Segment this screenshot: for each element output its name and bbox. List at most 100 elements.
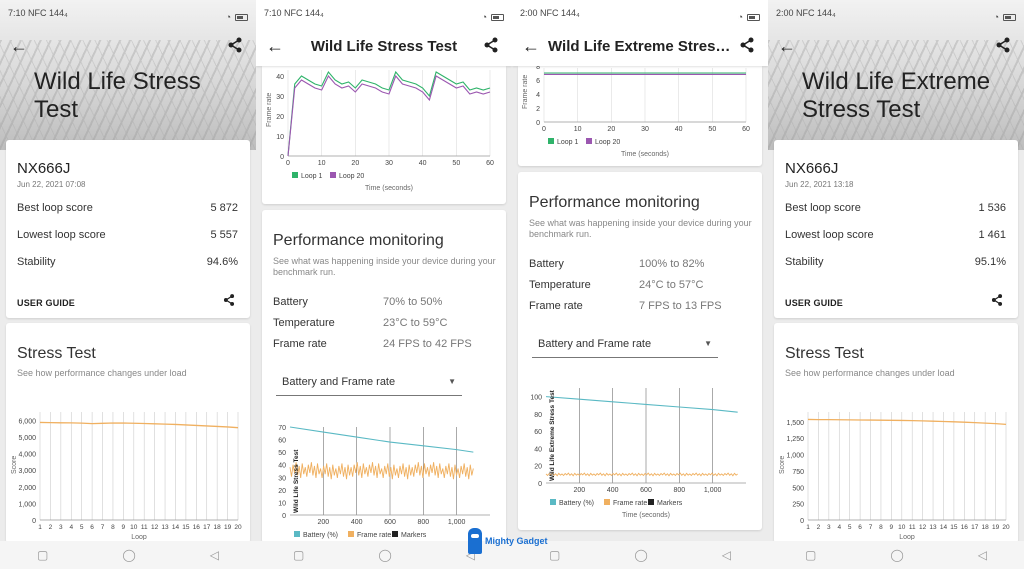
y-tick-label: 10 — [276, 134, 284, 141]
battery-icon — [235, 13, 248, 21]
y-tick-label: 0 — [800, 518, 804, 525]
chart-type-dropdown[interactable]: Battery and Frame rate ▼ — [532, 336, 718, 358]
legend-label-loop-20: Loop 20 — [595, 139, 620, 146]
x-tick-label: 1 — [38, 524, 42, 531]
recents-icon[interactable]: ▢ — [804, 548, 817, 562]
nav-bar: ▢ ◯ ◁ — [768, 541, 1024, 569]
x-tick-label: 400 — [607, 487, 619, 494]
user-guide-link[interactable]: USER GUIDE — [785, 297, 844, 308]
x-tick-label: 1,000 — [448, 519, 466, 526]
back-nav-icon[interactable]: ◁ — [721, 548, 731, 562]
home-icon[interactable]: ◯ — [634, 548, 648, 562]
legend-swatch — [550, 499, 556, 505]
x-tick-label: 200 — [573, 487, 585, 494]
performance-card: Performance monitoring See what was happ… — [518, 172, 762, 530]
x-tick-label: 16 — [961, 524, 969, 531]
x-axis-label: Time (seconds) — [365, 185, 413, 192]
y-tick-label: 4,000 — [18, 452, 36, 459]
stress-test-subtitle: See how performance changes under load — [17, 368, 187, 378]
top-app-bar: ← — [0, 26, 256, 66]
stability-row: Stability 95.1% — [785, 256, 1006, 268]
x-tick-label: 600 — [640, 487, 652, 494]
legend-label-loop-1: Loop 1 — [301, 173, 323, 180]
legend-swatch — [348, 531, 354, 537]
back-nav-icon[interactable]: ◁ — [465, 548, 475, 562]
share-icon[interactable] — [226, 36, 246, 56]
back-arrow-icon[interactable]: ← — [778, 36, 796, 56]
x-tick-label: 15 — [950, 524, 958, 531]
score-series-line — [807, 418, 1007, 426]
y-axis-label: Score — [779, 456, 786, 474]
share-icon[interactable] — [222, 293, 236, 312]
hero-background — [768, 0, 1024, 150]
recents-icon[interactable]: ▢ — [292, 548, 305, 562]
back-nav-icon[interactable]: ◁ — [977, 548, 987, 562]
x-tick-label: 14 — [172, 524, 180, 531]
x-tick-label: 13 — [929, 524, 937, 531]
x-tick-label: 2 — [817, 524, 821, 531]
y-tick-label: 60 — [534, 429, 542, 436]
battery-series-line — [545, 396, 738, 413]
status-time: 2:00 NFC 144₄ — [520, 8, 580, 18]
chart-type-dropdown[interactable]: Battery and Frame rate ▼ — [276, 374, 462, 396]
y-tick-label: 0 — [32, 518, 36, 525]
legend-swatch-loop-1 — [548, 138, 554, 144]
user-guide-link[interactable]: USER GUIDE — [17, 297, 76, 308]
y-tick-label: 10 — [278, 500, 286, 507]
home-icon[interactable]: ◯ — [378, 548, 392, 562]
nav-bar: ▢ ◯ ◁ — [512, 541, 768, 569]
x-tick-label: 0 — [286, 160, 290, 167]
home-icon[interactable]: ◯ — [122, 548, 136, 562]
status-time: 7:10 NFC 144₄ — [8, 8, 68, 18]
recents-icon[interactable]: ▢ — [548, 548, 561, 562]
x-tick-label: 20 — [607, 126, 615, 133]
share-icon[interactable] — [482, 36, 502, 56]
y-tick-label: 40 — [276, 74, 284, 81]
x-tick-label: 7 — [869, 524, 873, 531]
x-tick-label: 40 — [675, 126, 683, 133]
back-nav-icon[interactable]: ◁ — [209, 548, 219, 562]
back-arrow-icon[interactable]: ← — [522, 36, 540, 56]
legend-label: Markers — [657, 500, 683, 507]
phone-4-screen: 2:00 NFC 144₄ ◔ ← Wild Life Extreme Stre… — [768, 0, 1024, 569]
x-tick-label: 2 — [49, 524, 53, 531]
page-title: Wild Life Extreme Stress Test — [802, 68, 991, 123]
home-icon[interactable]: ◯ — [890, 548, 904, 562]
x-tick-label: 30 — [385, 160, 393, 167]
x-tick-label: 16 — [193, 524, 201, 531]
frame-rate-series-line — [289, 462, 474, 480]
x-tick-label: 6 — [90, 524, 94, 531]
top-app-bar: ← — [768, 26, 1024, 66]
stress-test-title: Stress Test — [785, 345, 864, 362]
status-bar: 2:00 NFC 144₄ ◔ — [512, 0, 768, 26]
legend-swatch — [294, 531, 300, 537]
share-icon[interactable] — [990, 293, 1004, 312]
x-tick-label: 1 — [806, 524, 810, 531]
device-name: NX666J — [17, 160, 71, 177]
share-icon[interactable] — [994, 36, 1014, 56]
x-tick-label: 3 — [827, 524, 831, 531]
recents-icon[interactable]: ▢ — [36, 548, 49, 562]
x-tick-label: 10 — [898, 524, 906, 531]
score-series-line — [39, 421, 239, 429]
legend-swatch — [604, 499, 610, 505]
y-tick-label: 3,000 — [18, 468, 36, 475]
y-tick-label: 0 — [536, 120, 540, 127]
back-arrow-icon[interactable]: ← — [10, 36, 28, 56]
frame-rate-card: 0 10 20 30 40 50 60 40 30 20 10 0 Frame rate Loop 1 Lo… — [262, 66, 506, 204]
series-line-loop-1 — [287, 70, 491, 157]
back-arrow-icon[interactable]: ← — [266, 36, 284, 56]
result-date: Jun 22, 2021 13:18 — [785, 180, 854, 189]
y-axis-label: Score — [11, 456, 18, 474]
y-tick-label: 20 — [534, 464, 542, 471]
x-tick-label: 9 — [890, 524, 894, 531]
share-icon[interactable] — [738, 36, 758, 56]
lowest-loop-row: Lowest loop score 5 557 — [17, 229, 238, 241]
x-tick-label: 17 — [203, 524, 211, 531]
y-tick-label: 500 — [792, 485, 804, 492]
y-tick-label: 20 — [278, 488, 286, 495]
y-tick-label: 2 — [536, 106, 540, 113]
